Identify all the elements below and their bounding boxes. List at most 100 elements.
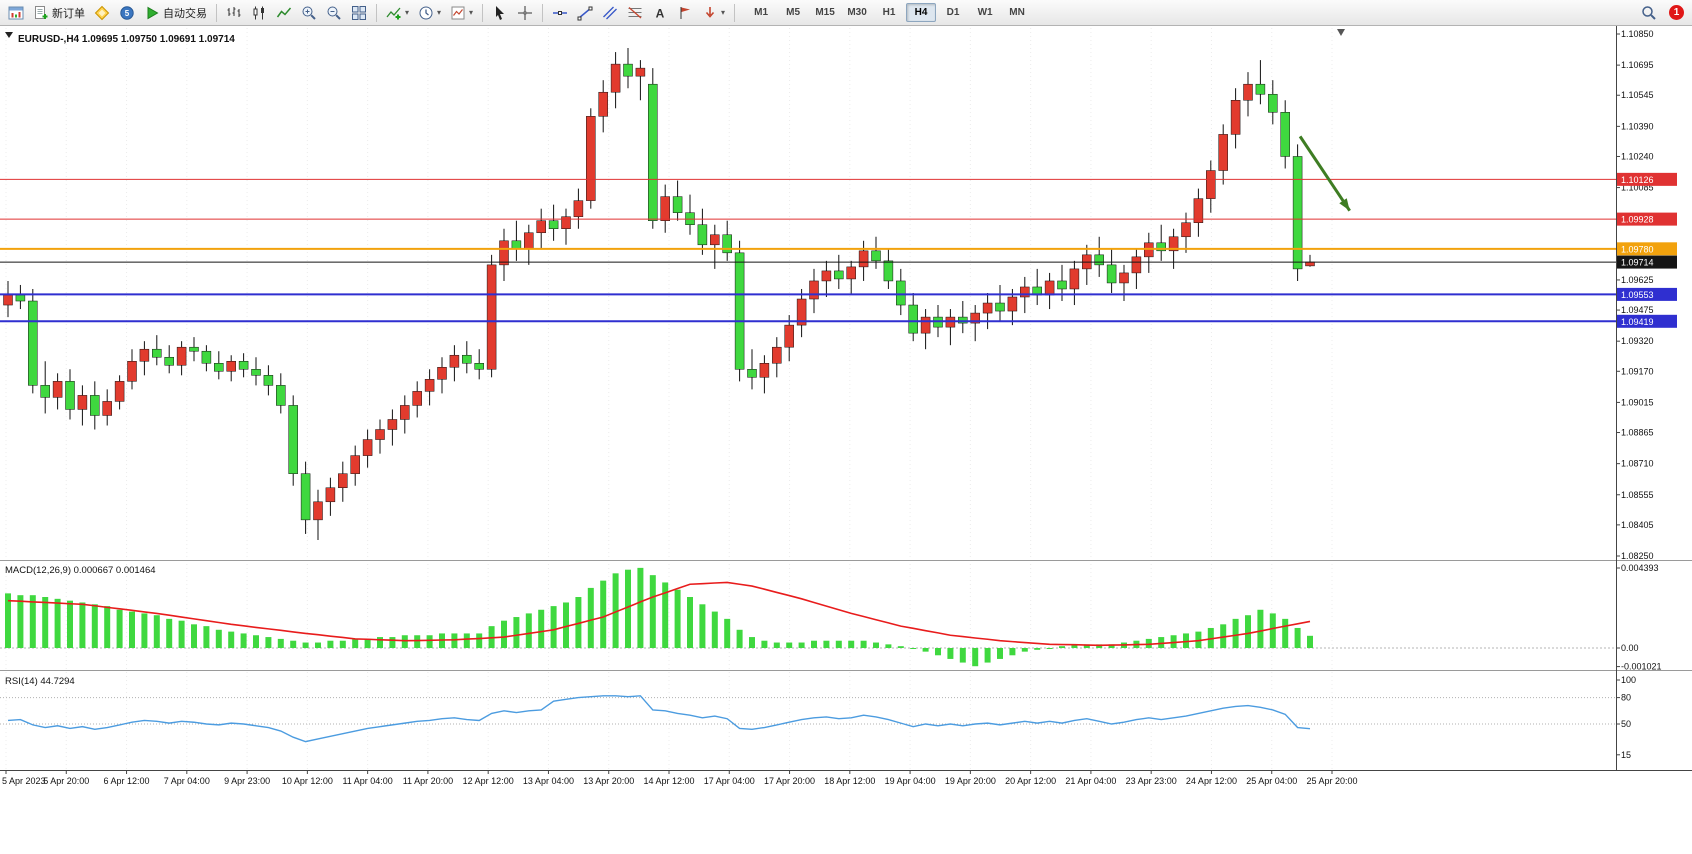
candle-body (238, 361, 249, 370)
timeframe-d1-button[interactable]: D1 (946, 7, 960, 18)
candle-body (164, 356, 174, 366)
candle-body (896, 280, 906, 306)
candlestick-series (3, 48, 1315, 540)
timeframe-mn-button[interactable]: MN (1009, 7, 1025, 18)
text-tool-button[interactable]: A (648, 2, 672, 24)
autotrading-label: 自动交易 (163, 7, 207, 20)
new-order-label: 新订单 (52, 7, 85, 20)
templates-button[interactable]: ▾ (446, 2, 477, 24)
time-axis-label: 13 Apr 04:00 (523, 776, 574, 786)
tile-windows-button[interactable] (347, 2, 371, 24)
toolbar-divider (482, 3, 484, 22)
candle-body (102, 401, 112, 416)
svg-text:1.09419: 1.09419 (1621, 317, 1654, 327)
candle-body (28, 300, 38, 386)
zoom-in-button[interactable] (297, 2, 321, 24)
price-tag-1.09553: 1.09553 (1617, 287, 1677, 301)
label-tool-button[interactable] (673, 2, 697, 24)
price-axis-label: 1.08710 (1621, 459, 1654, 469)
zoom-in-icon (302, 6, 316, 20)
time-axis-label: 25 Apr 20:00 (1306, 776, 1357, 786)
candle-body (474, 363, 484, 370)
timeframe-m1-button[interactable]: M1 (754, 7, 769, 18)
candle-body (635, 67, 646, 77)
candle-body (1069, 268, 1080, 290)
candle-body (1280, 112, 1290, 157)
svg-text:1.09714: 1.09714 (1621, 258, 1654, 268)
macd-axis-label: 0.004393 (1621, 563, 1659, 573)
candle-body (387, 419, 398, 430)
rsi-axis-label: 80 (1621, 693, 1631, 703)
one-click-trading-toggle[interactable] (5, 32, 13, 38)
metaeditor-icon (94, 5, 110, 20)
macd-label: MACD(12,26,9) 0.000667 0.001464 (5, 565, 156, 576)
timeframe-h1-button[interactable]: H1 (882, 7, 896, 18)
arrow-tool-icon (705, 6, 715, 18)
dropdown-caret-icon[interactable]: ▾ (469, 7, 474, 17)
price-axis-label: 1.10085 (1621, 183, 1654, 193)
channel-tool-button[interactable] (598, 2, 622, 24)
bar-chart-icon (227, 6, 241, 17)
indicators-button[interactable]: ▾ (382, 2, 413, 24)
timeframe-m5-button[interactable]: M5 (786, 7, 801, 18)
new-chart-button[interactable] (4, 2, 28, 24)
horizontal-line-tool-button[interactable] (548, 2, 572, 24)
candle-body (1168, 236, 1179, 252)
chart-shift-marker[interactable] (1337, 29, 1345, 36)
cursor-button[interactable] (488, 2, 512, 24)
price-axis-label: 1.10240 (1621, 151, 1654, 161)
zoom-out-icon (327, 6, 341, 20)
time-axis-label: 21 Apr 04:00 (1065, 776, 1116, 786)
zoom-out-button[interactable] (322, 2, 346, 24)
timeframe-toolbar: M1 M5 M15 M30 H1 H4 D1 W1 MN (746, 3, 1032, 22)
price-tag-1.09780: 1.09780 (1617, 242, 1677, 256)
arrow-annotation-head[interactable] (1339, 198, 1350, 211)
candle-body (40, 385, 50, 398)
line-chart-mode-button[interactable] (272, 2, 296, 24)
timeframe-h4-button[interactable]: H4 (906, 3, 937, 22)
timeframe-m15-button[interactable]: M15 (815, 7, 835, 18)
candle-body (1119, 272, 1129, 284)
candle-body (325, 487, 336, 503)
candle-body (796, 298, 807, 326)
time-axis-label: 10 Apr 12:00 (282, 776, 333, 786)
price-chart-canvas[interactable]: 1.10850 1.10695 1.10545 1.10390 1.10240 1.100… (0, 26, 1692, 854)
price-tag-1.10126: 1.10126 (1617, 172, 1677, 186)
arrows-tool-button[interactable]: ▾ (698, 2, 729, 24)
search-button[interactable] (1637, 2, 1661, 24)
metaeditor-button[interactable] (90, 2, 114, 24)
candle-body (263, 375, 274, 386)
fibonacci-tool-button[interactable] (623, 2, 647, 24)
dropdown-caret-icon[interactable]: ▾ (405, 7, 410, 17)
candle-body (1144, 242, 1154, 258)
candle-body (672, 196, 683, 213)
dropdown-caret-icon[interactable]: ▾ (437, 7, 442, 17)
bar-chart-mode-button[interactable] (222, 2, 246, 24)
mql5-community-button[interactable]: 5 (115, 2, 139, 24)
candle-body (697, 224, 708, 246)
candle-body (834, 270, 844, 280)
new-order-button[interactable]: 新订单 (29, 2, 89, 24)
candle-body (598, 91, 608, 117)
candle-body (412, 391, 422, 406)
candle-body (982, 302, 993, 314)
candle-body (722, 234, 732, 254)
rsi-line (7, 695, 1311, 743)
candlestick-mode-button[interactable] (247, 2, 271, 24)
arrow-annotation[interactable] (1298, 135, 1351, 212)
line-chart-icon (276, 7, 292, 17)
periods-button[interactable]: ▾ (414, 2, 445, 24)
autotrading-button[interactable]: 自动交易 (140, 2, 211, 24)
candle-body (65, 381, 75, 410)
timeframe-m30-button[interactable]: M30 (847, 7, 867, 18)
crosshair-button[interactable] (513, 2, 537, 24)
macd-axis-label: 0.00 (1621, 643, 1639, 653)
candle-body (1292, 156, 1303, 270)
trendline-tool-button[interactable] (573, 2, 597, 24)
candle-body (3, 294, 13, 306)
dropdown-caret-icon[interactable]: ▾ (721, 7, 726, 17)
timeframe-w1-button[interactable]: W1 (977, 7, 993, 18)
notification-badge[interactable]: 1 (1669, 5, 1684, 20)
